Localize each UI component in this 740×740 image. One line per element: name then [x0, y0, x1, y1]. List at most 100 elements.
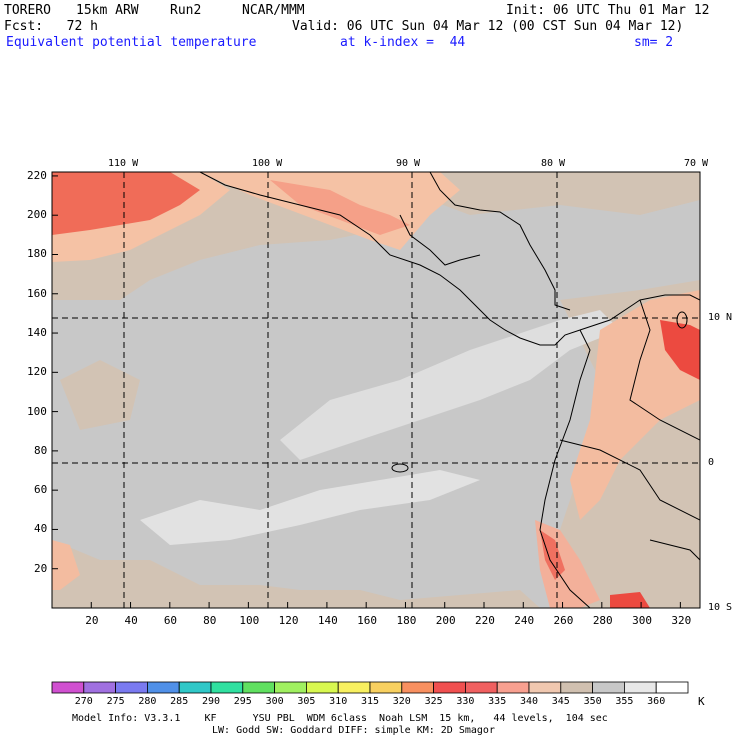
colorbar-label: 295: [233, 696, 252, 707]
x-tick-label: 320: [671, 614, 692, 627]
y-tick-label: 80: [34, 443, 48, 457]
latitude-label: 0: [708, 457, 715, 468]
x-tick-label: 220: [475, 614, 495, 627]
colorbar-swatch: [274, 681, 307, 694]
colorbar-swatch: [146, 681, 180, 694]
x-tick-label: 240: [514, 614, 535, 627]
y-tick-label: 60: [34, 483, 48, 497]
field-red-south: [610, 592, 650, 608]
x-tick-label: 20: [85, 614, 99, 627]
colorbar-swatch: [83, 681, 117, 694]
longitude-label: 100 W: [252, 158, 283, 169]
colorbar-swatch: [496, 681, 530, 694]
x-tick-label: 200: [435, 614, 456, 627]
y-tick-label: 40: [34, 522, 48, 536]
colorbar-label: 300: [265, 696, 284, 707]
init-time: Init: 06 UTC Thu 01 Mar 12: [506, 3, 710, 18]
temperature-field: [52, 172, 700, 608]
colorbar-label: 340: [519, 696, 539, 707]
colorbar-label: 320: [392, 696, 411, 707]
colorbar-label: 275: [106, 696, 125, 707]
x-tick-label: 180: [396, 614, 417, 627]
field-name: Equivalent potential temperature: [6, 35, 257, 50]
model-resolution: 15km ARW: [76, 3, 139, 18]
colorbar-swatch: [115, 681, 148, 694]
coastlines: [199, 172, 700, 608]
x-tick-label: 60: [163, 614, 178, 627]
colorbar-swatch: [337, 681, 371, 694]
colorbar-label: 335: [488, 696, 507, 707]
colorbar-swatch: [242, 681, 276, 694]
x-tick-label: 40: [124, 614, 138, 627]
latitude-label: 10 N: [708, 312, 733, 323]
y-tick-label: 200: [27, 208, 47, 222]
coast-mexico-central-america: [199, 172, 581, 346]
field-red-east: [660, 320, 700, 380]
colorbar-label: 345: [551, 696, 570, 707]
border-peru: [559, 439, 700, 521]
colorbar-swatch: [305, 681, 339, 694]
x-tick-label: 160: [357, 614, 378, 627]
colorbar-swatch: [624, 681, 657, 694]
colorbar-label: 325: [424, 696, 443, 707]
colorbar-label: 285: [170, 696, 189, 707]
lake-maracaibo: [676, 311, 688, 329]
colorbar-label: 360: [647, 696, 666, 707]
colorbar-label: 310: [329, 696, 348, 707]
colorbar-swatch: [464, 681, 498, 694]
coast-south-america-north: [579, 294, 700, 331]
x-ticks: [90, 602, 681, 608]
field-light-band2: [140, 470, 480, 545]
galapagos-islands: [391, 463, 409, 473]
colorbar-swatch: [655, 681, 689, 694]
longitude-label: 110 W: [108, 158, 139, 169]
colorbar-label: 280: [138, 696, 157, 707]
x-tick-label: 120: [278, 614, 299, 627]
model-info-line1: Model Info: V3.3.1 KF YSU PBL WDM 6class…: [72, 713, 608, 724]
x-tick-label: 140: [317, 614, 338, 627]
field-light-band: [280, 310, 620, 460]
model-name: TORERO: [4, 3, 51, 18]
x-tick-label: 300: [632, 614, 652, 627]
field-red-peru: [540, 530, 565, 580]
border-colombia-venezuela: [629, 299, 700, 441]
plot-frame: [51, 171, 701, 609]
x-tick-label: 280: [592, 614, 613, 627]
y-tick-label: 180: [27, 247, 47, 261]
latitude-label: 10 S: [708, 602, 733, 613]
x-tick-label: 100: [239, 614, 260, 627]
colorbar-swatch: [51, 681, 85, 694]
field-red-central: [270, 180, 410, 235]
field-tan-blob1: [60, 360, 140, 430]
colorbar-swatch: [369, 681, 403, 694]
colorbar-label: 350: [583, 696, 602, 707]
colorbar-unit: K: [698, 695, 705, 708]
colorbar-swatch: [401, 681, 434, 694]
coast-caribbean: [429, 172, 571, 311]
y-tick-label: 20: [34, 561, 48, 575]
org-label: NCAR/MMM: [242, 3, 305, 18]
y-ticks: [52, 175, 58, 570]
field-tan-north: [52, 172, 700, 300]
colorbar: [51, 681, 689, 694]
y-tick-label: 160: [27, 286, 47, 300]
field-tan-south: [52, 540, 540, 608]
colorbar-label: 330: [456, 696, 475, 707]
colorbar-label: 270: [74, 696, 93, 707]
valid-time: Valid: 06 UTC Sun 04 Mar 12 (00 CST Sun …: [292, 19, 684, 34]
y-tick-label: 100: [27, 404, 47, 418]
coast-south-america-west: [539, 329, 591, 608]
y-tick-label: 140: [27, 326, 47, 340]
field-peach-sw: [52, 540, 80, 590]
colorbar-label: 315: [360, 696, 380, 707]
model-info-line2: LW: Godd SW: Goddard DIFF: simple KM: 2D…: [212, 725, 495, 736]
run-label: Run2: [170, 3, 202, 18]
x-tick-label: 260: [553, 614, 574, 627]
colorbar-swatch: [178, 681, 212, 694]
colorbar-label: 355: [615, 696, 634, 707]
colorbar-swatch: [528, 681, 562, 694]
colorbar-swatch: [560, 681, 593, 694]
level-info: at k-index = 44: [340, 35, 466, 50]
colorbar-swatch: [210, 681, 244, 694]
